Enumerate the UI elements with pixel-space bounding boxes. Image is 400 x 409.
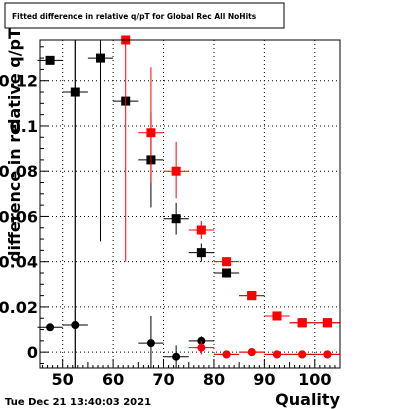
data-point-s0-2 — [87, 40, 114, 242]
data-point-s0-7 — [213, 268, 240, 278]
data-layer — [37, 35, 340, 368]
square-marker — [146, 128, 156, 138]
circle-marker — [197, 343, 206, 352]
circle-marker — [71, 321, 80, 330]
data-point-s2-2 — [138, 315, 164, 368]
data-point-s3-4 — [289, 350, 315, 359]
grid — [40, 40, 340, 368]
data-point-s0-5 — [163, 202, 189, 235]
circle-marker — [146, 339, 155, 348]
y-tick-label-2: 0.04 — [0, 253, 38, 272]
x-tick-label-4: 90 — [253, 370, 275, 389]
data-point-s1-3 — [188, 220, 214, 240]
x-tick-label-5: 100 — [298, 370, 331, 389]
data-point-s1-4 — [213, 257, 240, 267]
square-marker — [171, 214, 181, 224]
data-point-s3-0 — [188, 340, 214, 355]
square-marker — [196, 248, 206, 258]
square-marker — [247, 291, 257, 301]
circle-marker — [272, 350, 281, 359]
data-point-s1-8 — [314, 318, 340, 328]
square-marker — [297, 318, 307, 328]
data-point-s2-0 — [37, 323, 63, 332]
y-tick-label-5: 0.1 — [10, 117, 38, 136]
y-tick-label-3: 0.06 — [0, 207, 38, 226]
x-tick-label-3: 80 — [203, 370, 225, 389]
data-point-s3-3 — [264, 350, 290, 359]
axes: 50 60 70 80 90 100 0 0.02 0.04 0.06 0.08 0.1 0.12 — [0, 39, 341, 389]
circle-marker — [172, 352, 181, 361]
square-marker — [96, 53, 106, 63]
square-marker — [222, 268, 232, 278]
data-point-s0-0 — [37, 55, 63, 65]
circle-marker — [46, 323, 55, 332]
timestamp-label: Tue Dec 21 13:40:03 2021 — [5, 397, 151, 408]
data-point-s2-3 — [163, 345, 189, 368]
title-box: Fitted difference in relative q/pT for G… — [4, 2, 285, 29]
data-point-s3-2 — [239, 348, 265, 357]
circle-marker — [323, 350, 332, 359]
x-tick-label-1: 60 — [102, 370, 124, 389]
x-tick-label-0: 50 — [52, 370, 74, 389]
circle-marker — [298, 350, 307, 359]
square-marker — [272, 311, 282, 321]
data-point-s0-6 — [188, 243, 214, 262]
data-point-s1-6 — [264, 311, 290, 321]
x-axis-title: Quality — [275, 390, 340, 409]
y-tick-label-4: 0.08 — [0, 162, 38, 181]
square-marker — [196, 225, 206, 235]
square-marker — [322, 318, 332, 328]
x-tick-label-2: 70 — [152, 370, 174, 389]
data-point-s1-1 — [138, 67, 164, 183]
chart-title: Fitted difference in relative q/pT for G… — [12, 12, 257, 21]
square-marker — [45, 55, 55, 65]
data-point-s3-5 — [314, 350, 340, 359]
circle-marker — [247, 348, 256, 357]
y-tick-label-0: 0 — [27, 343, 38, 362]
data-point-s2-1 — [62, 40, 88, 368]
data-point-s1-5 — [239, 291, 265, 301]
y-tick-label-1: 0.02 — [0, 298, 38, 317]
y-axis-title: difference in relative q/pT — [5, 28, 24, 262]
square-marker — [222, 257, 232, 267]
circle-marker — [222, 350, 231, 359]
square-marker — [171, 166, 181, 176]
y-tick-label-6: 0.12 — [0, 72, 38, 91]
title-frame — [4, 2, 285, 29]
data-point-s1-2 — [163, 141, 189, 199]
plot-frame — [39, 39, 341, 369]
data-point-s3-1 — [213, 350, 240, 359]
data-point-s1-7 — [289, 318, 315, 328]
